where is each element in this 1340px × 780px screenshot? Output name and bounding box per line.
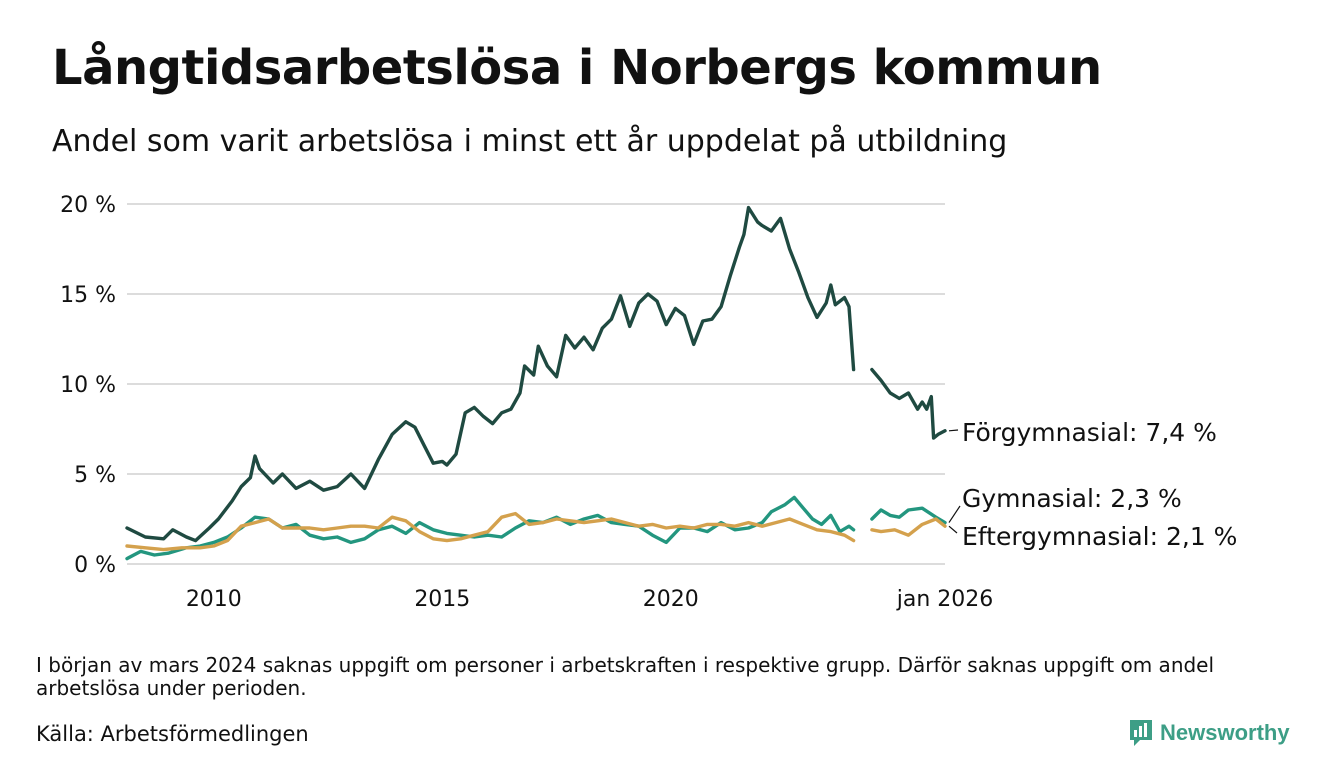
brand-logo: Newsworthy bbox=[1128, 716, 1290, 750]
gridlines bbox=[127, 203, 945, 565]
leader-line bbox=[948, 525, 958, 534]
newsworthy-logo-icon bbox=[1130, 720, 1152, 746]
x-tick-label: 2015 bbox=[414, 587, 470, 612]
chart-title: Långtidsarbetslösa i Norbergs kommun bbox=[52, 40, 1102, 96]
x-tick-label: 2010 bbox=[186, 587, 242, 612]
x-tick-label: 2020 bbox=[643, 587, 699, 612]
footnote: I början av mars 2024 saknas uppgift om … bbox=[36, 653, 1215, 700]
end-label-gymnasial: Gymnasial: 2,3 % bbox=[962, 484, 1182, 513]
series-line-eftergymnasial-part-1 bbox=[125, 511, 856, 552]
y-tick-label: 20 % bbox=[60, 193, 116, 218]
series-lines bbox=[125, 205, 947, 561]
end-labels: Förgymnasial: 7,4 % Gymnasial: 2,3 % Efter… bbox=[948, 418, 1237, 551]
end-label-eftergymnasial: Eftergymnasial: 2,1 % bbox=[962, 522, 1237, 551]
end-label-förgymnasial: Förgymnasial: 7,4 % bbox=[962, 418, 1217, 447]
series-line-f-rgymnasial-part-2 bbox=[870, 367, 947, 440]
leader-line bbox=[948, 505, 961, 523]
series-line-gymnasial-part-2 bbox=[870, 506, 947, 525]
y-tick-label: 5 % bbox=[74, 463, 116, 488]
y-tick-label: 15 % bbox=[60, 283, 116, 308]
series-line-gymnasial-part-1 bbox=[125, 495, 856, 561]
x-tick-label: jan 2026 bbox=[896, 587, 994, 612]
y-tick-label: 10 % bbox=[60, 373, 116, 398]
series-line-eftergymnasial-part-2 bbox=[870, 517, 947, 537]
y-tick-label: 0 % bbox=[74, 553, 116, 578]
chart-subtitle: Andel som varit arbetslösa i minst ett å… bbox=[52, 124, 1008, 159]
brand-name: Newsworthy bbox=[1160, 720, 1290, 745]
line-chart: 0 %5 %10 %15 %20 % 2010 2015 2020 jan 2026 … bbox=[60, 193, 1237, 612]
x-axis-labels: 2010 2015 2020 jan 2026 bbox=[186, 587, 993, 612]
leader-line bbox=[948, 429, 959, 432]
source-text: Källa: Arbetsförmedlingen bbox=[36, 722, 309, 746]
y-axis-labels: 0 % 5 % 10 % 15 % 20 % bbox=[60, 193, 116, 578]
series-line-f-rgymnasial-part-1 bbox=[125, 205, 856, 543]
